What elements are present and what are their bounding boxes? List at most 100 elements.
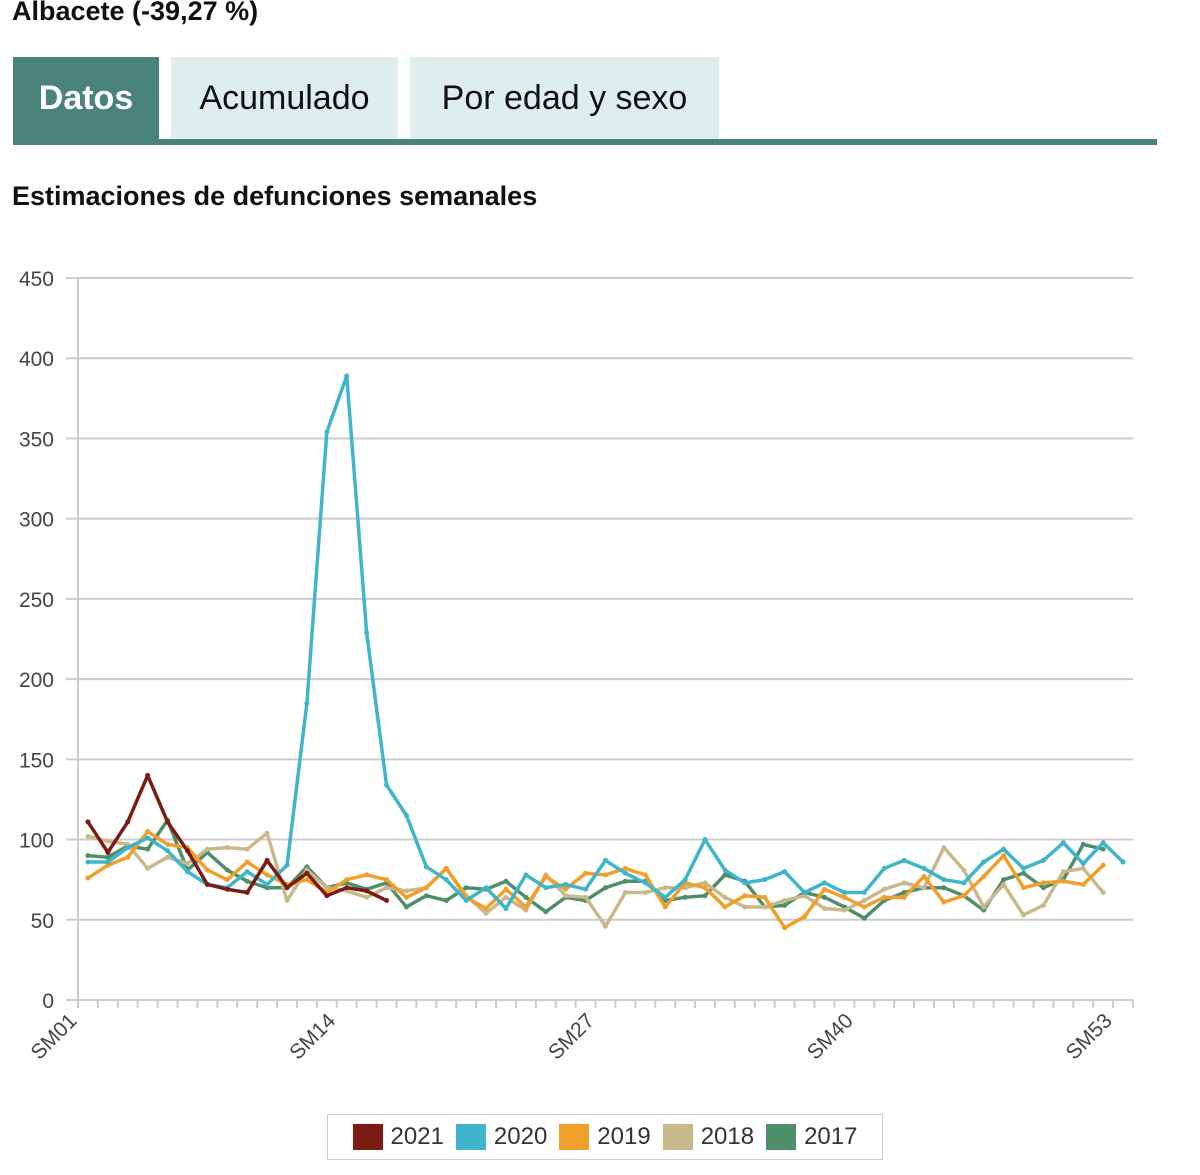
data-point-2018 [324, 885, 330, 891]
data-point-2021 [105, 849, 111, 855]
data-point-2020 [662, 894, 668, 900]
legend-swatch [455, 1124, 486, 1150]
data-point-2019 [802, 914, 808, 920]
data-point-2018 [165, 854, 171, 860]
data-point-2021 [264, 857, 270, 863]
x-tick-label: SM14 [285, 1009, 340, 1064]
y-tick-label: 0 [42, 990, 54, 1013]
data-point-2019 [85, 875, 91, 881]
data-point-2020 [264, 881, 270, 887]
data-point-2017 [622, 878, 628, 884]
data-point-2017 [244, 878, 250, 884]
data-point-2018 [583, 894, 589, 900]
data-point-2018 [921, 885, 927, 891]
data-point-2020 [85, 859, 91, 865]
data-point-2019 [1100, 862, 1106, 868]
data-point-2020 [184, 869, 190, 875]
data-point-2018 [403, 888, 409, 894]
data-point-2018 [1021, 912, 1027, 918]
data-point-2020 [742, 880, 748, 886]
data-point-2019 [1040, 880, 1046, 886]
data-point-2020 [583, 886, 589, 892]
data-point-2020 [403, 812, 409, 818]
data-point-2018 [901, 880, 907, 886]
data-point-2019 [841, 894, 847, 900]
data-point-2017 [722, 872, 728, 878]
data-point-2018 [85, 833, 91, 839]
data-point-2019 [1001, 853, 1007, 859]
data-point-2021 [204, 881, 210, 887]
data-point-2020 [1060, 840, 1066, 846]
data-point-2019 [961, 893, 967, 899]
data-point-2017 [105, 854, 111, 860]
data-point-2020 [722, 867, 728, 873]
data-point-2020 [125, 845, 131, 851]
legend-swatch [766, 1124, 797, 1150]
y-tick-label: 400 [19, 348, 54, 371]
legend-item-2017[interactable]: 2017 [766, 1123, 857, 1151]
data-point-2017 [861, 915, 867, 921]
data-point-2020 [483, 885, 489, 891]
data-point-2017 [682, 894, 688, 900]
data-point-2019 [244, 859, 250, 865]
data-point-2018 [782, 898, 788, 904]
data-point-2019 [861, 904, 867, 910]
tab-acumulado[interactable]: Acumulado [171, 57, 398, 139]
legend-item-2021[interactable]: 2021 [352, 1123, 444, 1151]
data-point-2019 [264, 872, 270, 878]
y-tick-label: 250 [19, 589, 54, 612]
data-point-2018 [105, 838, 111, 844]
data-point-2020 [961, 880, 967, 886]
data-point-2018 [184, 861, 190, 867]
data-point-2020 [642, 880, 648, 886]
data-point-2019 [742, 893, 748, 899]
data-point-2020 [384, 782, 390, 788]
data-point-2019 [364, 872, 370, 878]
data-point-2020 [503, 906, 509, 912]
x-tick-label: SM40 [803, 1009, 858, 1064]
data-point-2020 [981, 859, 987, 865]
legend-item-2018[interactable]: 2018 [662, 1123, 754, 1151]
data-point-2019 [443, 865, 449, 871]
data-point-2020 [841, 890, 847, 896]
data-point-2018 [145, 865, 151, 871]
legend-item-2020[interactable]: 2020 [455, 1123, 547, 1151]
data-point-2017 [403, 904, 409, 910]
data-point-2019 [1080, 881, 1086, 887]
data-point-2020 [941, 877, 947, 883]
data-point-2019 [662, 904, 668, 910]
data-point-2019 [921, 873, 927, 879]
data-point-2017 [941, 885, 947, 891]
data-point-2018 [1060, 869, 1066, 875]
legend-swatch [559, 1124, 590, 1150]
data-point-2021 [364, 888, 370, 894]
data-point-2018 [204, 846, 210, 852]
data-point-2019 [603, 872, 608, 878]
data-point-2020 [105, 859, 111, 865]
data-point-2018 [1100, 890, 1106, 896]
data-point-2018 [384, 885, 390, 891]
data-point-2021 [85, 819, 91, 825]
data-point-2017 [821, 894, 827, 900]
data-point-2021 [284, 885, 290, 891]
data-point-2018 [722, 894, 728, 900]
data-point-2019 [642, 872, 648, 878]
data-point-2020 [901, 857, 907, 863]
data-point-2019 [583, 870, 589, 876]
data-point-2017 [443, 898, 449, 904]
legend-item-2019[interactable]: 2019 [559, 1123, 651, 1151]
data-point-2018 [244, 846, 250, 852]
data-point-2019 [384, 877, 390, 883]
legend-swatch [662, 1124, 693, 1150]
data-point-2019 [941, 899, 947, 905]
tab-por-edad-y-sexo[interactable]: Por edad y sexo [410, 57, 719, 139]
data-point-2019 [165, 841, 171, 847]
tab-datos[interactable]: Datos [13, 57, 159, 139]
data-point-2020 [682, 877, 688, 883]
data-point-2020 [563, 881, 569, 887]
data-point-2019 [981, 873, 987, 879]
y-tick-label: 50 [31, 910, 54, 933]
data-point-2021 [224, 886, 230, 892]
data-point-2018 [941, 845, 947, 851]
data-point-2018 [642, 890, 648, 896]
